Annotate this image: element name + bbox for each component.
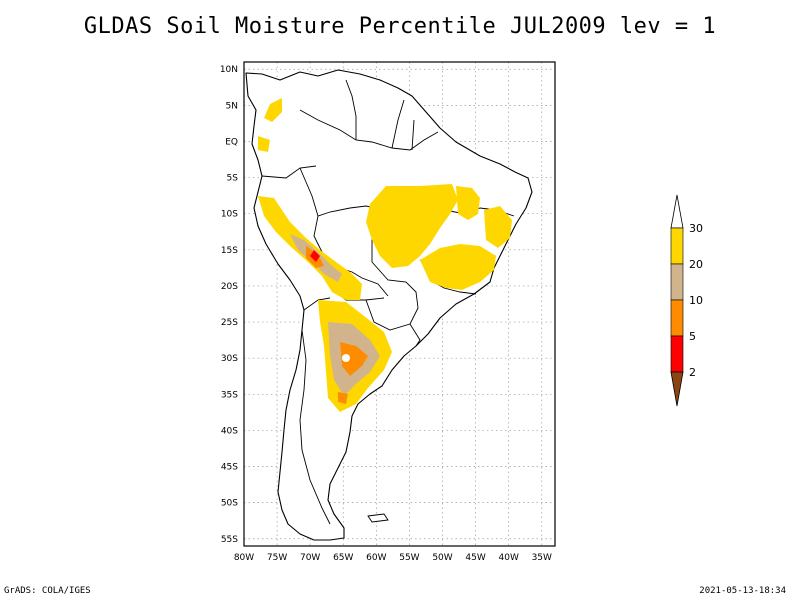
lat-tick-label: EQ xyxy=(225,137,238,147)
lon-tick-label: 65W xyxy=(333,553,353,563)
color-legend: 30 20 10 5 2 xyxy=(670,194,703,407)
legend-box-2-5 xyxy=(670,335,684,373)
legend-box-10-20 xyxy=(670,263,684,301)
south-america-coastline xyxy=(245,69,533,541)
lon-tick-label: 45W xyxy=(465,553,485,563)
shade-brazil-ne xyxy=(484,206,512,248)
lon-tick-label: 35W xyxy=(532,553,552,563)
lon-tick-label: 75W xyxy=(267,553,287,563)
lat-tick-label: 5S xyxy=(227,174,239,184)
footer-timestamp: 2021-05-13-18:34 xyxy=(699,586,786,596)
lon-tick-label: 40W xyxy=(499,553,519,563)
shade-brazil-central xyxy=(366,184,458,268)
legend-box-20-30 xyxy=(670,227,684,265)
shade-brazil-east xyxy=(456,186,480,220)
shade-colombia xyxy=(264,98,282,122)
legend-label-5: 5 xyxy=(689,330,696,343)
shade-argentina-white-spot xyxy=(342,354,350,362)
map-frame-border xyxy=(243,61,556,547)
lat-tick-label: 20S xyxy=(221,282,238,292)
lat-tick-label: 55S xyxy=(221,535,238,545)
lat-tick-label: 25S xyxy=(221,318,238,328)
legend-bottom-triangle xyxy=(670,371,684,407)
shade-ecuador xyxy=(258,136,270,152)
legend-label-10: 10 xyxy=(689,294,703,307)
legend-top-triangle xyxy=(670,194,684,229)
legend-label-20: 20 xyxy=(689,258,703,271)
legend-label-2: 2 xyxy=(689,366,696,379)
lat-tick-label: 35S xyxy=(221,390,238,400)
lat-tick-label: 15S xyxy=(221,246,238,256)
lon-tick-label: 80W xyxy=(234,553,254,563)
lon-tick-label: 60W xyxy=(366,553,386,563)
legend-box-5-10 xyxy=(670,299,684,337)
soil-moisture-shading xyxy=(258,98,512,412)
falklands xyxy=(367,513,389,523)
axis-labels: 80W 75W 70W 65W 60W 55W 50W 45W 40W 35W 10N 5N EQ 5S 1… xyxy=(220,65,552,563)
lat-tick-label: 40S xyxy=(221,426,238,436)
lon-tick-label: 55W xyxy=(399,553,419,563)
shade-argentina-south-orange xyxy=(338,392,348,404)
lat-tick-label: 50S xyxy=(221,499,238,509)
map-title: GLDAS Soil Moisture Percentile JUL2009 l… xyxy=(83,14,717,39)
lat-tick-label: 5N xyxy=(226,101,238,111)
lat-tick-label: 45S xyxy=(221,463,238,473)
footer-credit: GrADS: COLA/IGES xyxy=(4,586,91,596)
lat-tick-label: 30S xyxy=(221,354,238,364)
shade-brazil-southeast xyxy=(420,244,496,290)
shade-argentina-orange xyxy=(340,342,368,376)
lon-tick-label: 70W xyxy=(300,553,320,563)
legend-label-30: 30 xyxy=(689,222,703,235)
lat-tick-label: 10N xyxy=(220,65,238,75)
lon-tick-label: 50W xyxy=(432,553,452,563)
lat-tick-label: 10S xyxy=(221,210,238,220)
shade-andes-red xyxy=(310,250,320,262)
